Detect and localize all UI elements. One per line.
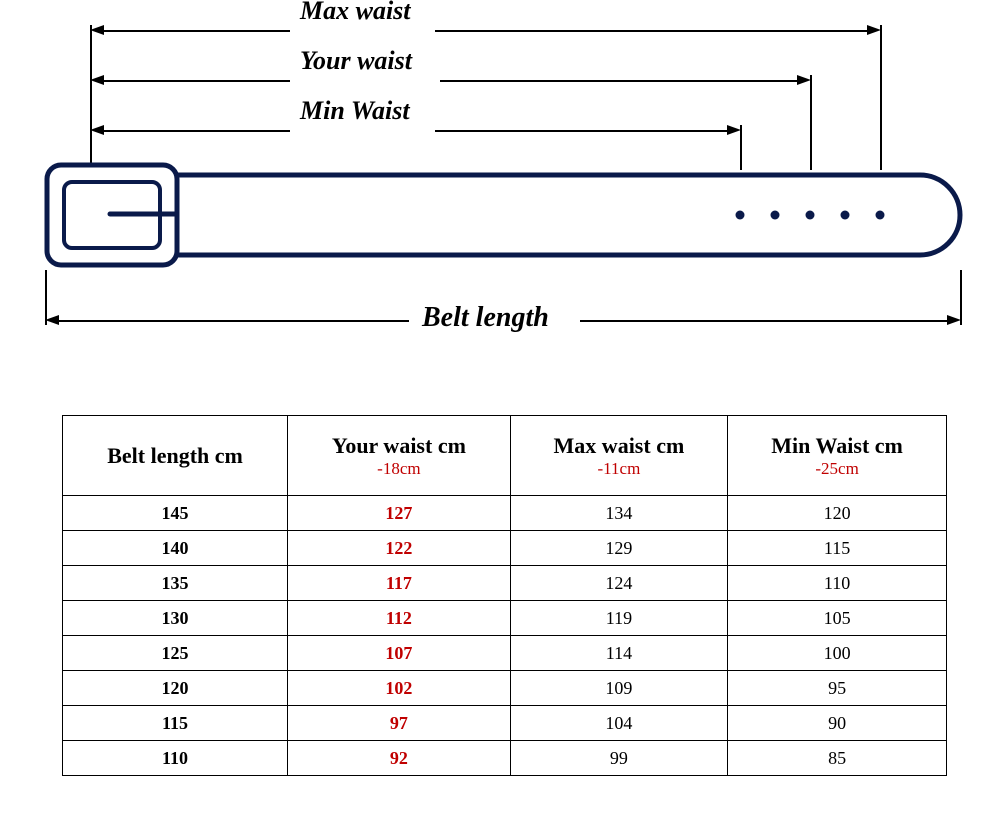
arrow-right-icon: [867, 25, 881, 35]
table-cell: 104: [510, 706, 727, 741]
table-cell: 110: [728, 566, 947, 601]
table-row: 130112119105: [63, 601, 947, 636]
dim-line-beltlen: [59, 320, 409, 322]
table-cell: 114: [510, 636, 727, 671]
arrow-left-icon: [90, 75, 104, 85]
table-cell: 102: [288, 671, 511, 706]
label-min-waist: Min Waist: [300, 96, 410, 126]
table-cell: 100: [728, 636, 947, 671]
table-cell: 115: [63, 706, 288, 741]
table-cell: 107: [288, 636, 511, 671]
col-sub: -18cm: [292, 459, 506, 479]
table-cell: 122: [288, 531, 511, 566]
arrow-right-icon: [947, 315, 961, 325]
table-body: 1451271341201401221291151351171241101301…: [63, 496, 947, 776]
table-cell: 120: [728, 496, 947, 531]
table-row: 135117124110: [63, 566, 947, 601]
table-cell: 95: [728, 671, 947, 706]
table-cell: 115: [728, 531, 947, 566]
table-cell: 109: [510, 671, 727, 706]
size-chart-table: Belt length cm Your waist cm -18cm Max w…: [62, 415, 947, 776]
table-row: 1159710490: [63, 706, 947, 741]
table-row: 140122129115: [63, 531, 947, 566]
label-max-waist: Max waist: [300, 0, 411, 26]
ext-line: [880, 25, 882, 170]
table-row: 110929985: [63, 741, 947, 776]
table-cell: 92: [288, 741, 511, 776]
col-title: Min Waist cm: [771, 433, 903, 458]
col-header-belt-length: Belt length cm: [63, 416, 288, 496]
ext-line: [810, 75, 812, 170]
col-header-your-waist: Your waist cm -18cm: [288, 416, 511, 496]
arrow-left-icon: [45, 315, 59, 325]
table-cell: 99: [510, 741, 727, 776]
table-header-row: Belt length cm Your waist cm -18cm Max w…: [63, 416, 947, 496]
col-header-max-waist: Max waist cm -11cm: [510, 416, 727, 496]
belt-illustration: [40, 160, 966, 270]
label-your-waist: Your waist: [300, 46, 412, 76]
col-header-min-waist: Min Waist cm -25cm: [728, 416, 947, 496]
dim-line-max: [435, 30, 867, 32]
dim-line-your: [440, 80, 797, 82]
table-cell: 120: [63, 671, 288, 706]
table-row: 145127134120: [63, 496, 947, 531]
table-cell: 127: [288, 496, 511, 531]
table-cell: 105: [728, 601, 947, 636]
table-cell: 97: [288, 706, 511, 741]
col-title: Belt length cm: [107, 443, 243, 468]
table-cell: 110: [63, 741, 288, 776]
dim-line-your: [104, 80, 290, 82]
col-title: Your waist cm: [332, 433, 466, 458]
arrow-right-icon: [727, 125, 741, 135]
table-cell: 124: [510, 566, 727, 601]
table-cell: 119: [510, 601, 727, 636]
table-row: 125107114100: [63, 636, 947, 671]
label-belt-length: Belt length: [422, 302, 549, 334]
arrow-right-icon: [797, 75, 811, 85]
table-row: 12010210995: [63, 671, 947, 706]
table-cell: 145: [63, 496, 288, 531]
table-cell: 117: [288, 566, 511, 601]
arrow-left-icon: [90, 125, 104, 135]
table-cell: 130: [63, 601, 288, 636]
table-cell: 85: [728, 741, 947, 776]
table-cell: 90: [728, 706, 947, 741]
table-cell: 134: [510, 496, 727, 531]
table-cell: 129: [510, 531, 727, 566]
table-cell: 125: [63, 636, 288, 671]
table-cell: 112: [288, 601, 511, 636]
table-cell: 140: [63, 531, 288, 566]
dim-line-min: [104, 130, 290, 132]
col-title: Max waist cm: [554, 433, 685, 458]
table-cell: 135: [63, 566, 288, 601]
ext-line: [90, 25, 92, 170]
dim-line-max: [104, 30, 290, 32]
arrow-left-icon: [90, 25, 104, 35]
belt-diagram: Max waist Your waist Min Waist Belt le: [40, 0, 966, 370]
col-sub: -11cm: [515, 459, 723, 479]
col-sub: -25cm: [732, 459, 942, 479]
dim-line-min: [435, 130, 727, 132]
dim-line-beltlen: [580, 320, 947, 322]
